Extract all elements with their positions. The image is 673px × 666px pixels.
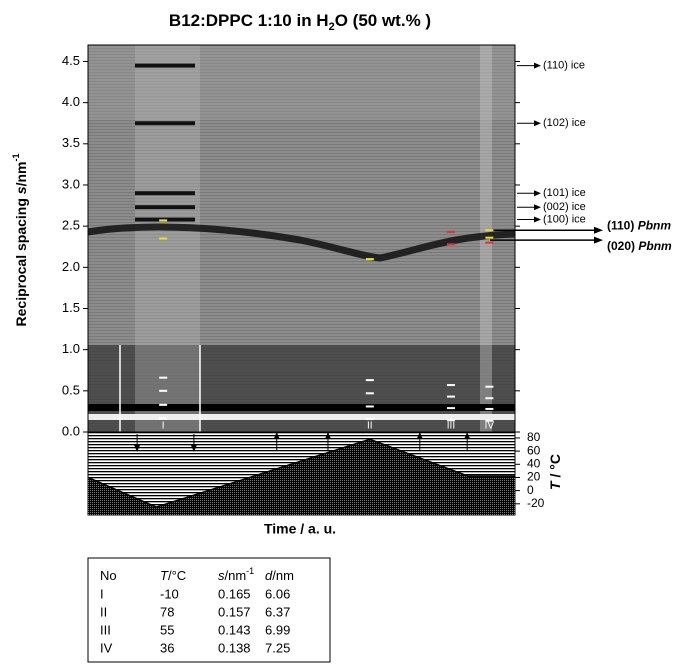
ice-reflection (135, 121, 195, 126)
table-cell: 55 (160, 622, 174, 637)
arrow-head (324, 432, 331, 439)
arrow-head (594, 236, 603, 244)
arrow-head (534, 216, 541, 223)
image-band (88, 45, 515, 120)
image-band (88, 404, 515, 411)
y-tick-label: 4.0 (62, 94, 80, 109)
region-label: IV (485, 421, 495, 432)
arrow-head (273, 432, 280, 439)
region-label: I (162, 421, 165, 432)
reflection-label: (102) ice (543, 117, 586, 129)
header-part: s (218, 568, 225, 583)
ice-reflection (135, 205, 195, 210)
y-tick-label: 4.5 (62, 53, 80, 68)
y-tick-label: 60 (527, 443, 541, 457)
header-part: /nm (225, 568, 247, 583)
phase-name: Pbnm (638, 239, 672, 253)
arrow-head (534, 204, 541, 211)
arrow-head (534, 120, 541, 127)
table-cell: 6.37 (265, 604, 290, 619)
x-axis-label: Time / a. u. (264, 521, 336, 537)
header-part: -1 (246, 566, 254, 576)
y-tick-label: 0 (527, 483, 534, 497)
table-cell: 0.157 (218, 604, 251, 619)
header-part: T (160, 568, 169, 583)
ice-reflection (135, 191, 195, 196)
y-tick-label: -20 (527, 496, 545, 510)
table-cell: 6.06 (265, 586, 290, 601)
table-cell: 6.99 (265, 622, 290, 637)
phase-index: (110) (607, 218, 634, 232)
header-part: /°C (168, 568, 186, 583)
arrow-head (190, 445, 197, 452)
region-label: III (447, 421, 455, 432)
table-cell: II (100, 604, 107, 619)
reflection-label: (101) ice (543, 187, 586, 199)
phase-index: (020) (607, 239, 635, 253)
table-cell: 7.25 (265, 640, 290, 655)
arrow-head (464, 432, 471, 439)
y-tick-label: 20 (527, 470, 541, 484)
arrow-head (134, 445, 141, 452)
image-band (88, 414, 515, 420)
reflection-label: (110) ice (543, 59, 585, 71)
temperature-line (87, 438, 515, 508)
phase-label: (110) Pbnm (607, 218, 671, 232)
y-tick-label: 40 (527, 456, 541, 470)
arrow-head (534, 190, 541, 197)
header-part: d (265, 568, 273, 583)
table-header: s/nm-1 (218, 566, 254, 583)
table-cell: 0.165 (218, 586, 251, 601)
y-tick-label: 3.0 (62, 176, 80, 191)
table-cell: I (100, 586, 104, 601)
arrow-head (534, 62, 541, 69)
lipid-band (87, 223, 516, 262)
temperature-area (88, 439, 515, 515)
table-header: No (100, 568, 117, 583)
arrow-head (594, 226, 603, 234)
table-cell: 78 (160, 604, 174, 619)
y-tick-label: 0.5 (62, 382, 80, 397)
table-frame (87, 557, 331, 663)
table-cell: 36 (160, 640, 174, 655)
table-cell: 0.138 (218, 640, 251, 655)
y-tick-label: 1.5 (62, 300, 80, 315)
y-tick-label: 3.5 (62, 135, 80, 150)
reflection-label: (100) ice (543, 213, 586, 225)
table-header: T/°C (160, 568, 186, 583)
y-tick-label: 0.0 (62, 423, 80, 438)
arrow-head (416, 432, 423, 439)
header-part: /nm (272, 568, 294, 583)
table-cell: 0.143 (218, 622, 251, 637)
y-tick-label: 1.0 (62, 341, 80, 356)
phase-name: Pbnm (638, 218, 672, 232)
table-cell: -10 (160, 586, 179, 601)
ice-reflection (135, 63, 195, 68)
title: B12:DPPC 1:10 in H2O (50 wt.% ) (169, 11, 431, 32)
y-tick-label: 2.0 (62, 259, 80, 274)
image-band (135, 45, 200, 432)
region-label: II (367, 421, 373, 432)
reflection-label: (002) ice (543, 201, 586, 213)
y-tick-label: 80 (527, 430, 541, 444)
table-cell: IV (100, 640, 113, 655)
table-cell: III (100, 622, 111, 637)
table-header: d/nm (265, 568, 294, 583)
y-axis-label: Reciprocal spacing s/nm-1 (11, 154, 28, 327)
phase-label: (020) Pbnm (607, 239, 672, 253)
y-tick-label: 2.5 (62, 218, 80, 233)
y2-axis-label: T / °C (547, 454, 563, 490)
header-part: No (100, 568, 117, 583)
